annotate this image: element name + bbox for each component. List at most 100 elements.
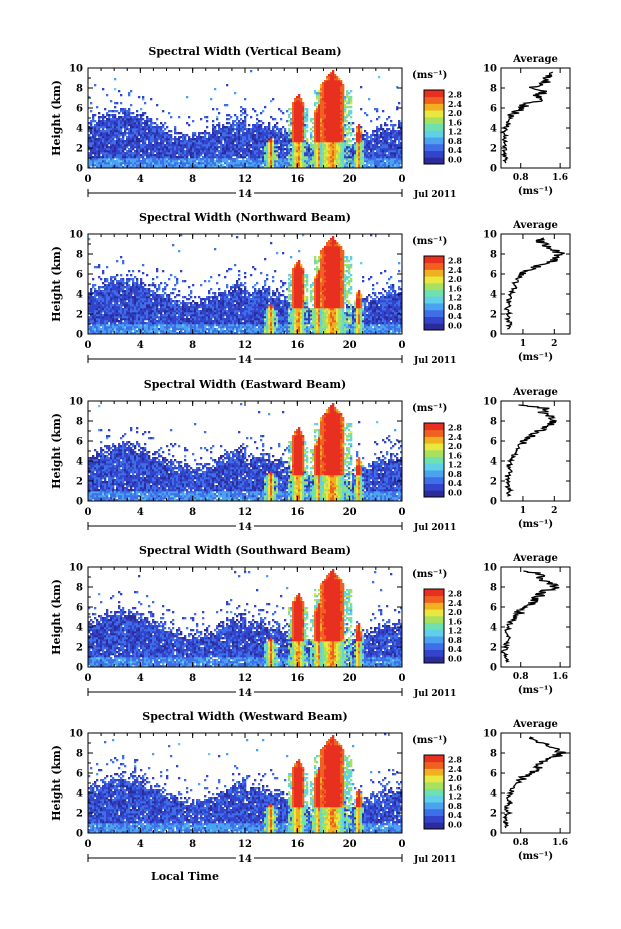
heatmap-cell [140,322,143,325]
heatmap-cell [266,154,269,157]
heatmap-cell [118,312,121,315]
heatmap-cell [130,274,133,277]
heatmap-cell [96,142,99,145]
heatmap-cell [96,292,99,295]
heatmap-cell [128,158,131,161]
heatmap-cell [334,124,337,127]
heatmap-cell [146,158,149,161]
heatmap-cell [220,166,223,169]
heatmap-cell [152,298,155,301]
heatmap-cell [146,126,149,129]
heatmap-cell [88,304,91,307]
heatmap-cell [102,164,105,167]
heatmap-cell [262,156,265,159]
heatmap-cell [160,152,163,155]
heatmap-cell [108,154,111,157]
heatmap-cell [122,304,125,307]
heatmap-cell [348,150,351,153]
heatmap-cell [326,96,329,99]
heatmap-cell [334,152,337,155]
heatmap-cell [160,318,163,321]
heatmap-cell [326,88,329,91]
heatmap-cell [156,144,159,147]
heatmap-cell [290,118,293,121]
heatmap-cell [148,288,151,291]
heatmap-cell [122,166,125,169]
heatmap-cell [236,140,239,143]
heatmap-cell [144,102,147,105]
heatmap-cell [108,156,111,159]
heatmap-cell [318,152,321,155]
heatmap-cell [158,312,161,315]
heatmap-cell [240,160,243,163]
heatmap-cell [148,140,151,143]
heatmap-cell [114,306,117,309]
heatmap-cell [190,160,193,163]
heatmap-cell [152,304,155,307]
heatmap-cell [394,162,397,165]
heatmap-cell [366,164,369,167]
heatmap-cell [128,284,131,287]
heatmap-cell [166,304,169,307]
heatmap-cell [106,330,109,333]
heatmap-cell [360,142,363,145]
heatmap-cell [260,124,263,127]
heatmap-cell [278,108,281,111]
heatmap-cell [188,144,191,147]
heatmap-cell [394,148,397,151]
heatmap-cell [122,322,125,325]
heatmap-cell [186,96,189,99]
heatmap-cell [184,160,187,163]
heatmap-cell [320,94,323,97]
heatmap-cell [350,122,353,125]
heatmap-cell [354,154,357,157]
heatmap-cell [110,152,113,155]
heatmap-cell [112,162,115,165]
heatmap-cell [232,120,235,123]
heatmap-cell [350,148,353,151]
heatmap-cell [172,150,175,153]
heatmap-cell [204,148,207,151]
heatmap-cell [162,144,165,147]
heatmap-cell [324,82,327,85]
heatmap-cell [400,162,403,165]
heatmap-cell [144,164,147,167]
heatmap-cell [144,146,147,149]
heatmap-cell [292,146,295,149]
heatmap-cell [394,134,397,137]
heatmap-cell [264,164,267,167]
heatmap-cell [248,158,251,161]
heatmap-cell [216,164,219,167]
heatmap-cell [356,164,359,167]
heatmap-cell [344,96,347,99]
heatmap-cell [116,288,119,291]
heatmap-cell [306,146,309,149]
heatmap-cell [310,120,313,123]
heatmap-cell [334,158,337,161]
heatmap-cell [392,144,395,147]
heatmap-cell [118,134,121,137]
heatmap-cell [114,286,117,289]
heatmap-cell [352,146,355,149]
heatmap-cell [210,144,213,147]
heatmap-cell [112,308,115,311]
heatmap-cell [180,140,183,143]
heatmap-cell [154,144,157,147]
heatmap-cell [102,152,105,155]
heatmap-cell [140,140,143,143]
heatmap-cell [126,114,129,117]
heatmap-cell [118,128,121,131]
heatmap-cell [312,144,315,147]
heatmap-cell [206,154,209,157]
heatmap-cell [246,140,249,143]
heatmap-cell [186,156,189,159]
heatmap-cell [114,150,117,153]
heatmap-cell [102,328,105,331]
heatmap-cell [248,148,251,151]
heatmap-cell [132,320,135,323]
heatmap-cell [118,116,121,119]
heatmap-cell [118,90,121,93]
heatmap-cell [314,132,317,135]
heatmap-cell [386,134,389,137]
heatmap-cell [370,150,373,153]
